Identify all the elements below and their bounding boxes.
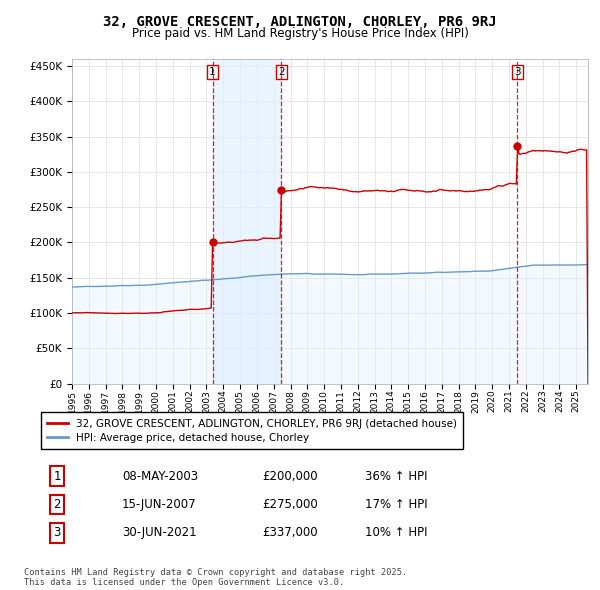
Point [512, 141, 522, 150]
Point [208, 238, 217, 247]
Text: 3: 3 [514, 67, 521, 77]
Text: £337,000: £337,000 [262, 526, 318, 539]
Text: 1: 1 [53, 470, 61, 483]
Text: 15-JUN-2007: 15-JUN-2007 [122, 498, 196, 511]
Text: £275,000: £275,000 [262, 498, 318, 511]
Legend: 32, GROVE CRESCENT, ADLINGTON, CHORLEY, PR6 9RJ (detached house), HPI: Average p: 32, GROVE CRESCENT, ADLINGTON, CHORLEY, … [41, 412, 463, 449]
Text: 2: 2 [278, 67, 285, 77]
Text: 36% ↑ HPI: 36% ↑ HPI [365, 470, 427, 483]
Text: 32, GROVE CRESCENT, ADLINGTON, CHORLEY, PR6 9RJ: 32, GROVE CRESCENT, ADLINGTON, CHORLEY, … [103, 15, 497, 29]
Text: 2: 2 [53, 498, 61, 511]
Text: 3: 3 [53, 526, 61, 539]
Text: 17% ↑ HPI: 17% ↑ HPI [365, 498, 427, 511]
Text: 1: 1 [209, 67, 216, 77]
Text: 30-JUN-2021: 30-JUN-2021 [122, 526, 196, 539]
Text: Price paid vs. HM Land Registry's House Price Index (HPI): Price paid vs. HM Land Registry's House … [131, 27, 469, 40]
Text: 10% ↑ HPI: 10% ↑ HPI [365, 526, 427, 539]
Text: £200,000: £200,000 [262, 470, 318, 483]
Point [277, 185, 286, 194]
Bar [212, 59, 281, 384]
Text: Contains HM Land Registry data © Crown copyright and database right 2025.
This d: Contains HM Land Registry data © Crown c… [24, 568, 407, 587]
Text: 08-MAY-2003: 08-MAY-2003 [122, 470, 198, 483]
